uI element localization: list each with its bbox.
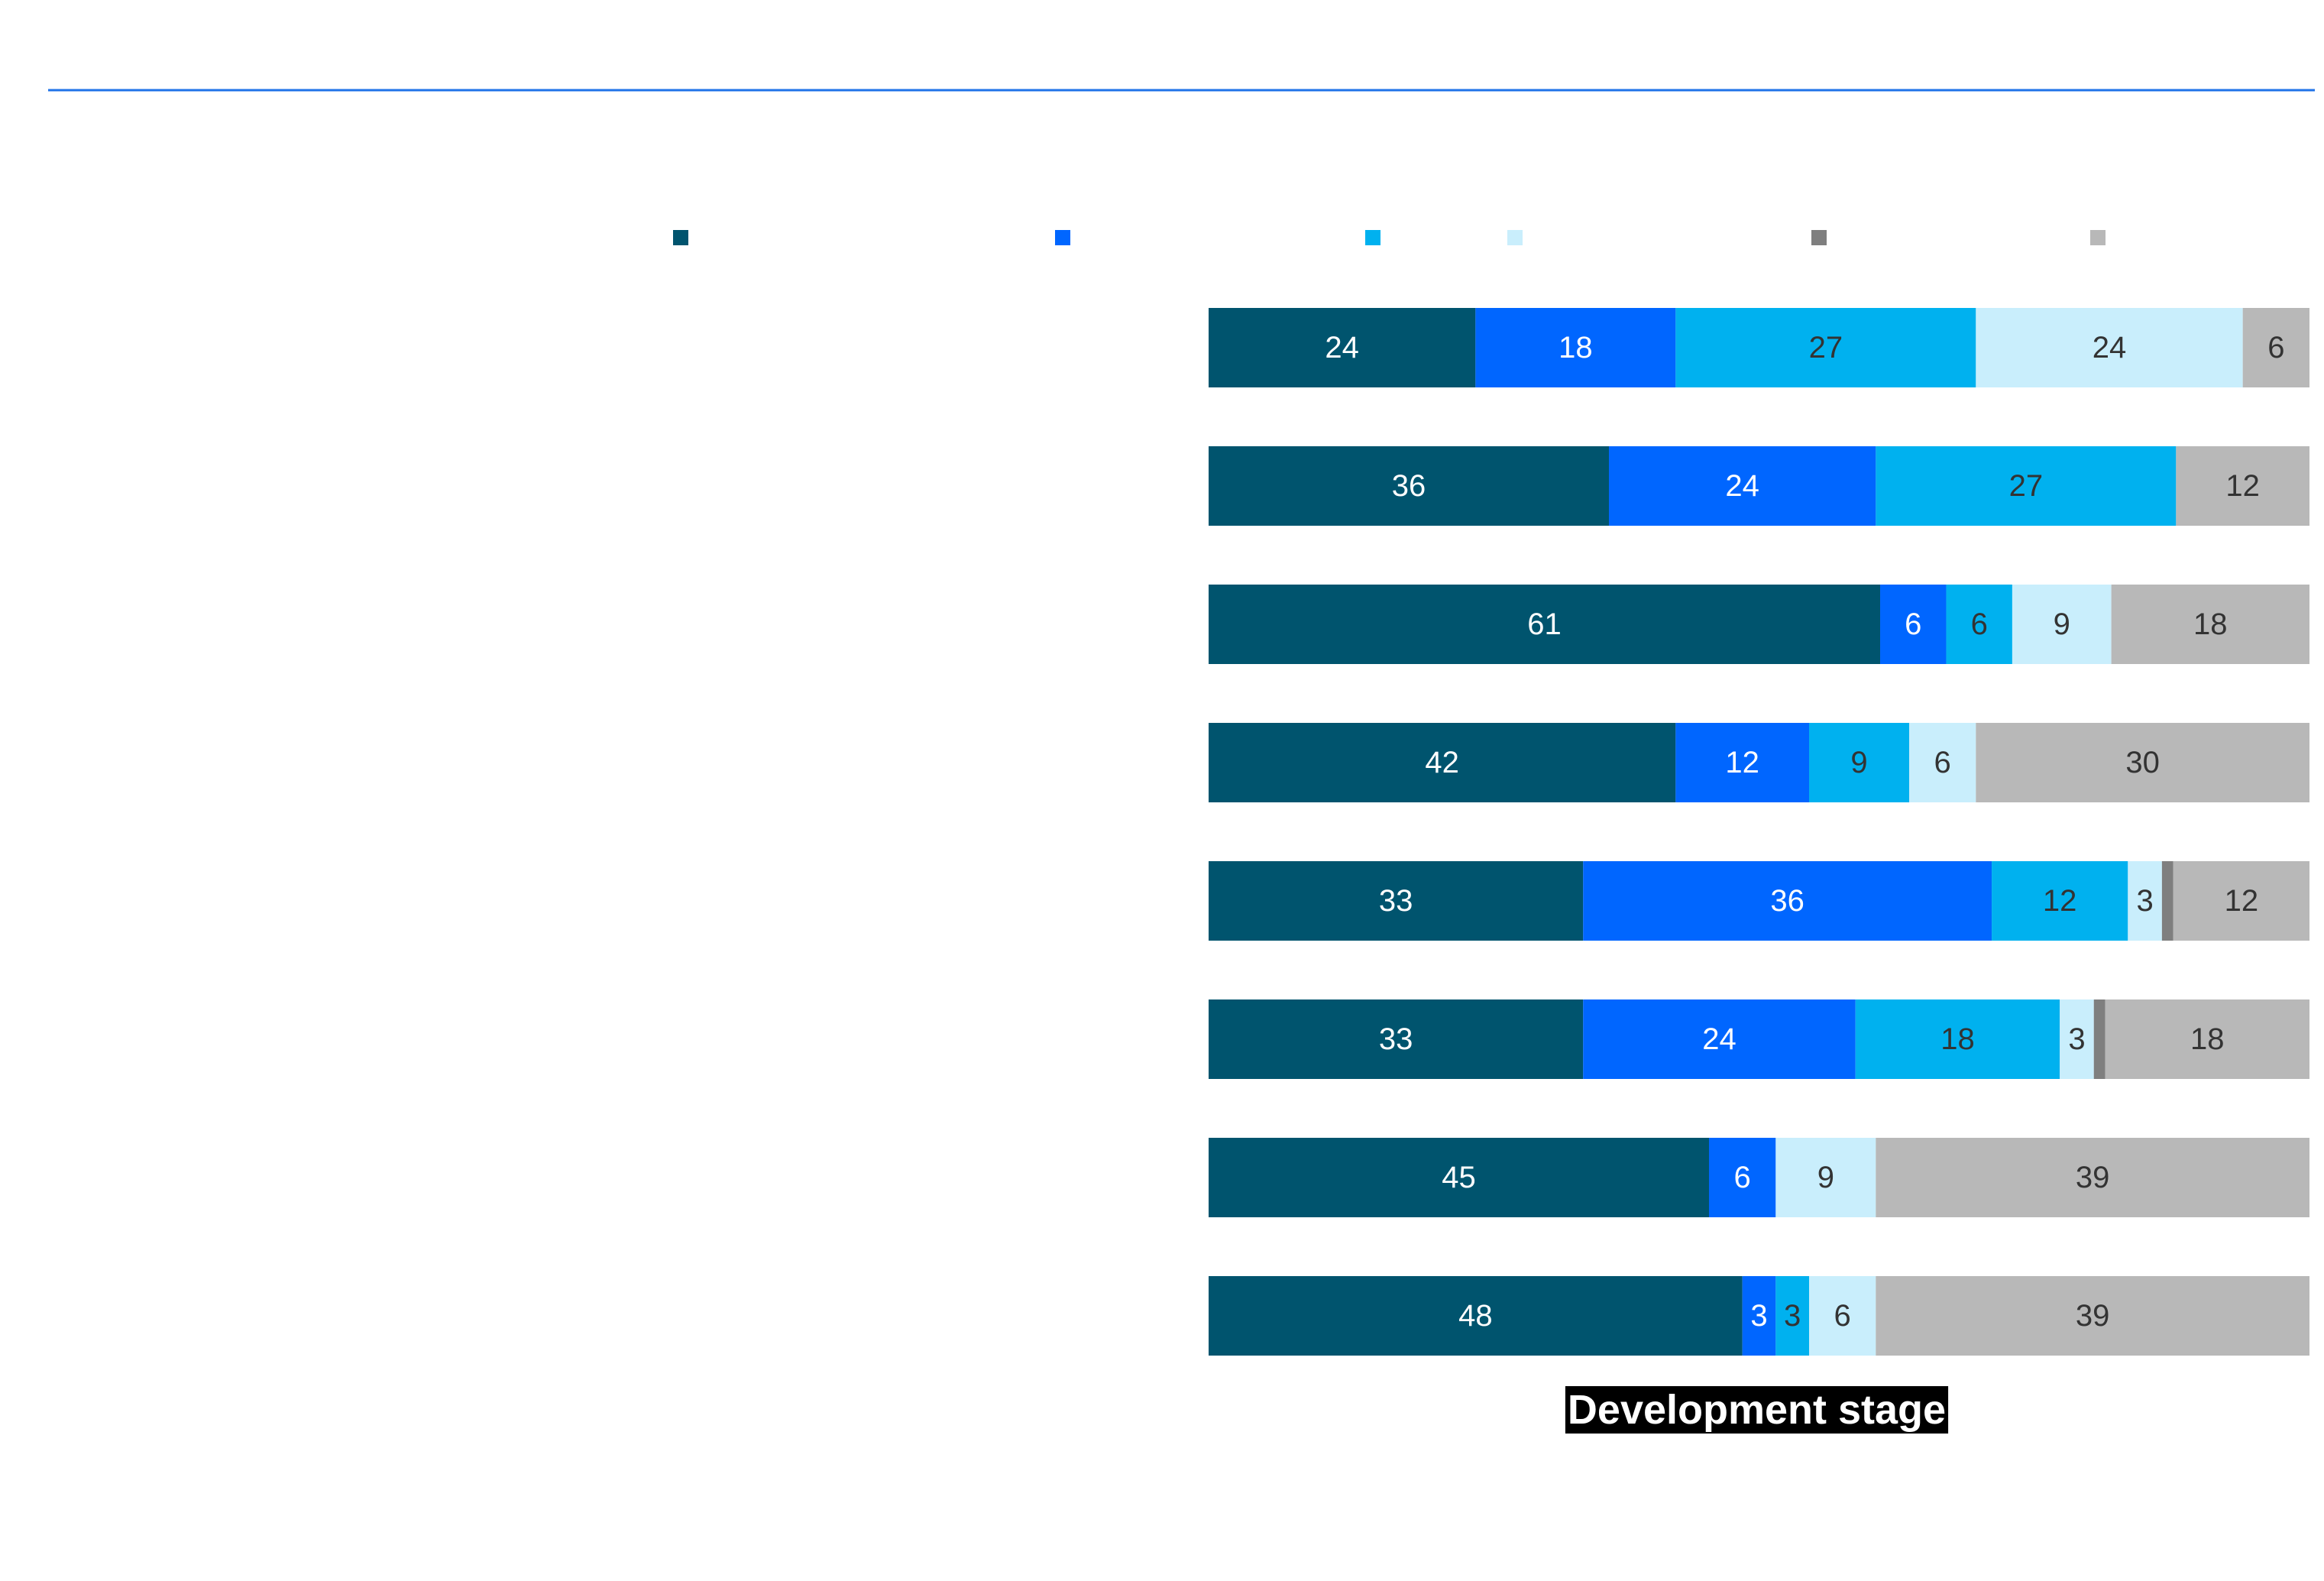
bar-segment-row4-series1 bbox=[1209, 723, 1676, 802]
legend-swatch-4 bbox=[1507, 230, 1523, 245]
data-label-row8-series6: 39 bbox=[2076, 1299, 2110, 1333]
data-label-row7-series1: 45 bbox=[1442, 1161, 1476, 1194]
data-label-row2-series6: 12 bbox=[2225, 469, 2260, 503]
data-label-row6-series6: 18 bbox=[2190, 1022, 2225, 1056]
legend-swatch-3 bbox=[1365, 230, 1380, 245]
bar-row-5: 33 36 12 3 12 bbox=[1209, 861, 2309, 941]
bar-segment-row4-series4 bbox=[1909, 723, 1976, 802]
bar-segment-row8-series6 bbox=[1876, 1276, 2309, 1356]
bar-row-7: 45 6 9 39 bbox=[1209, 1138, 2309, 1217]
data-label-row1-series6: 6 bbox=[2267, 331, 2284, 364]
bar-segment-row5-series3 bbox=[1992, 861, 2128, 941]
bar-segment-row1-series2 bbox=[1475, 308, 1676, 387]
bar-segment-row1-series6 bbox=[2242, 308, 2309, 387]
data-label-row4-series6: 30 bbox=[2125, 746, 2160, 779]
bar-segment-row8-series2 bbox=[1742, 1276, 1776, 1356]
bar-segment-row6-series5 bbox=[2093, 999, 2106, 1079]
bar-row-3: 61 6 6 9 18 bbox=[1209, 585, 2309, 664]
bar-segment-row6-series3 bbox=[1855, 999, 2060, 1079]
bar-segment-row5-series6 bbox=[2173, 861, 2309, 941]
data-label-row5-series3: 12 bbox=[2043, 884, 2077, 918]
bar-row-4: 42 12 9 6 30 bbox=[1209, 723, 2309, 802]
bar-segment-row7-series6 bbox=[1876, 1138, 2309, 1217]
data-label-row8-series4: 6 bbox=[1834, 1299, 1851, 1333]
data-label-row5-series2: 36 bbox=[1770, 884, 1804, 918]
bar-segment-row2-series3 bbox=[1876, 446, 2177, 526]
data-label-row4-series2: 12 bbox=[1725, 746, 1759, 779]
chart-legend bbox=[673, 230, 2106, 245]
data-label-row2-series1: 36 bbox=[1392, 469, 1426, 503]
data-label-row2-series2: 24 bbox=[1725, 469, 1759, 503]
data-label-row5-series6: 12 bbox=[2225, 884, 2259, 918]
data-label-row4-series1: 42 bbox=[1425, 746, 1459, 779]
bar-row-8: 48 3 3 6 39 bbox=[1209, 1276, 2309, 1356]
data-label-row6-series1: 33 bbox=[1379, 1022, 1413, 1056]
data-label-row1-series3: 27 bbox=[1809, 331, 1843, 364]
bar-segment-row6-series2 bbox=[1583, 999, 1856, 1079]
data-label-row5-series4: 3 bbox=[2136, 884, 2153, 918]
data-label-row5-series1: 33 bbox=[1379, 884, 1413, 918]
data-label-row3-series3: 6 bbox=[1971, 607, 1988, 641]
bar-segment-row5-series1 bbox=[1209, 861, 1584, 941]
data-label-row7-series6: 39 bbox=[2076, 1161, 2110, 1194]
data-label-row3-series4: 9 bbox=[2054, 607, 2070, 641]
bar-segment-row3-series6 bbox=[2111, 585, 2309, 664]
bar-segment-row3-series3 bbox=[1946, 585, 2012, 664]
bar-row-1: 24 18 27 24 6 bbox=[1209, 308, 2309, 387]
bar-segment-row2-series1 bbox=[1209, 446, 1609, 526]
data-label-row4-series3: 9 bbox=[1850, 746, 1867, 779]
legend-swatch-2 bbox=[1055, 230, 1070, 245]
bar-segment-row3-series1 bbox=[1209, 585, 1881, 664]
data-label-row8-series1: 48 bbox=[1458, 1299, 1493, 1333]
bar-segment-row8-series1 bbox=[1209, 1276, 1743, 1356]
data-label-row8-series3: 3 bbox=[1784, 1299, 1801, 1333]
bar-segment-row1-series4 bbox=[1976, 308, 2243, 387]
data-label-row4-series4: 6 bbox=[1934, 746, 1951, 779]
data-label-row3-series1: 61 bbox=[1527, 607, 1562, 641]
data-label-row8-series2: 3 bbox=[1750, 1299, 1767, 1333]
bar-segment-row1-series1 bbox=[1209, 308, 1476, 387]
bar-segment-row3-series2 bbox=[1880, 585, 1947, 664]
bar-segment-row6-series1 bbox=[1209, 999, 1584, 1079]
bar-segment-row7-series1 bbox=[1209, 1138, 1709, 1217]
data-label-row6-series3: 18 bbox=[1940, 1022, 1975, 1056]
data-label-row2-series3: 27 bbox=[2009, 469, 2044, 503]
x-axis-label: Development stage bbox=[1568, 1387, 1946, 1433]
bar-segment-row4-series3 bbox=[1809, 723, 1909, 802]
legend-swatch-6 bbox=[2090, 230, 2106, 245]
bar-segment-row5-series5 bbox=[2161, 861, 2173, 941]
bar-segment-row2-series2 bbox=[1609, 446, 1876, 526]
bar-segment-row7-series4 bbox=[1775, 1138, 1876, 1217]
bar-segment-row6-series4 bbox=[2060, 999, 2094, 1079]
legend-swatch-5 bbox=[1811, 230, 1827, 245]
bar-segment-row3-series4 bbox=[2012, 585, 2112, 664]
legend-swatch-1 bbox=[673, 230, 688, 245]
data-label-row3-series2: 6 bbox=[1905, 607, 1921, 641]
bar-segment-row4-series2 bbox=[1675, 723, 1809, 802]
bar-segment-row4-series6 bbox=[1976, 723, 2309, 802]
data-label-row6-series4: 3 bbox=[2068, 1022, 2085, 1056]
bar-segment-row8-series4 bbox=[1809, 1276, 1876, 1356]
data-label-row3-series6: 18 bbox=[2193, 607, 2228, 641]
data-label-row7-series2: 6 bbox=[1734, 1161, 1751, 1194]
data-label-row1-series4: 24 bbox=[2093, 331, 2127, 364]
bar-segment-row5-series2 bbox=[1583, 861, 1992, 941]
bar-segment-row5-series4 bbox=[2128, 861, 2162, 941]
data-label-row7-series4: 9 bbox=[1817, 1161, 1834, 1194]
x-axis-label-group: Development stage bbox=[1565, 1386, 1949, 1434]
bar-row-6: 33 24 18 3 18 bbox=[1209, 999, 2309, 1079]
bar-segment-row2-series6 bbox=[2176, 446, 2309, 526]
bar-segment-row6-series6 bbox=[2105, 999, 2309, 1079]
data-label-row6-series2: 24 bbox=[1702, 1022, 1737, 1056]
data-label-row1-series1: 24 bbox=[1325, 331, 1359, 364]
bar-segment-row7-series2 bbox=[1709, 1138, 1776, 1217]
bar-segment-row1-series3 bbox=[1675, 308, 1976, 387]
x-axis-label-background bbox=[1565, 1386, 1949, 1434]
bar-row-2: 36 24 27 12 bbox=[1209, 446, 2309, 526]
bar-segment-row8-series3 bbox=[1775, 1276, 1809, 1356]
data-label-row1-series2: 18 bbox=[1559, 331, 1593, 364]
